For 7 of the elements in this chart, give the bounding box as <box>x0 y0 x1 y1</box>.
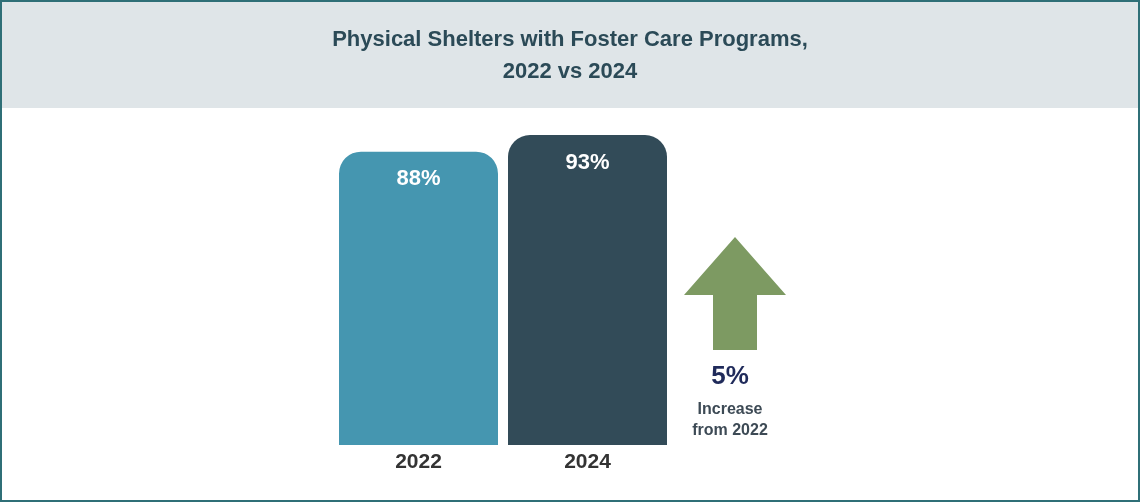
data-label: 93% <box>565 148 610 174</box>
x-tick-label: 2022 <box>395 448 442 472</box>
text: 5% <box>710 360 750 391</box>
data-label: 88% <box>396 165 441 191</box>
x-tick-label: 2024 <box>564 448 612 472</box>
text: Increase from 2022 <box>691 399 769 440</box>
chart-title: Physical Shelters with Foster Care Programs, 2022 vs 2024 <box>331 25 809 85</box>
